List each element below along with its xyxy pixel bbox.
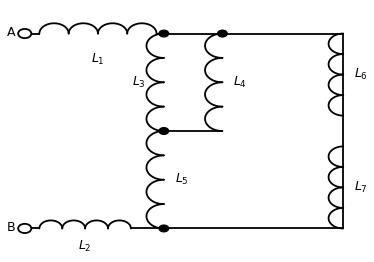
- Text: $L_3$: $L_3$: [132, 75, 145, 90]
- Text: $L_2$: $L_2$: [79, 239, 92, 254]
- Circle shape: [18, 29, 31, 38]
- Text: $L_7$: $L_7$: [354, 180, 368, 195]
- Circle shape: [159, 128, 169, 134]
- Text: $L_4$: $L_4$: [233, 75, 247, 90]
- Text: $L_5$: $L_5$: [175, 172, 188, 187]
- Text: B: B: [7, 221, 16, 234]
- Circle shape: [18, 224, 31, 233]
- Circle shape: [159, 225, 169, 232]
- Text: A: A: [7, 26, 16, 39]
- Text: $L_6$: $L_6$: [354, 67, 368, 82]
- Circle shape: [159, 30, 169, 37]
- Circle shape: [218, 30, 227, 37]
- Text: $L_1$: $L_1$: [91, 52, 105, 67]
